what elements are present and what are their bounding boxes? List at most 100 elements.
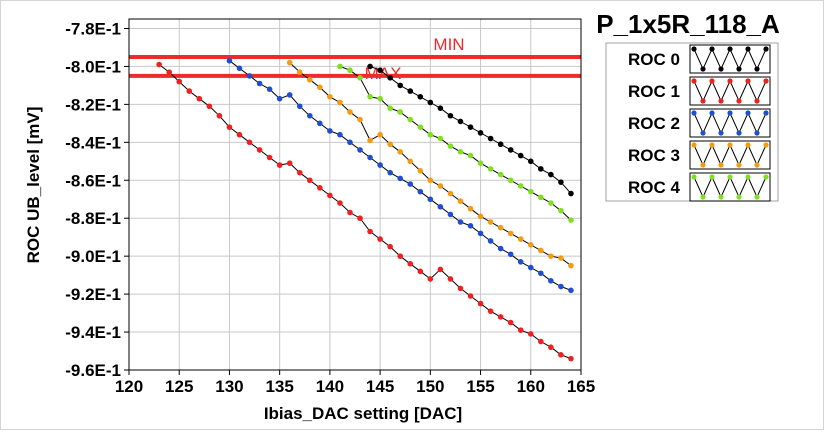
y-tick-label: -7.8E-1 <box>65 19 121 38</box>
data-point <box>226 57 233 64</box>
data-point <box>497 245 504 252</box>
legend-marker <box>763 110 769 116</box>
data-point <box>558 352 564 358</box>
data-point <box>487 219 494 225</box>
data-point <box>477 230 484 237</box>
legend-marker <box>700 66 706 72</box>
data-point <box>367 154 373 161</box>
data-point <box>286 59 293 66</box>
chart-title: P_1x5R_118_A <box>596 9 780 39</box>
legend-marker <box>691 46 697 52</box>
legend-marker <box>727 110 733 116</box>
legend-marker <box>754 194 760 200</box>
data-point <box>246 73 253 79</box>
data-point <box>337 99 343 106</box>
data-point <box>296 103 303 110</box>
data-point <box>568 355 574 362</box>
data-point <box>467 223 474 229</box>
legend-marker <box>763 142 769 148</box>
data-point <box>527 331 534 337</box>
data-point <box>397 149 404 155</box>
data-point <box>437 135 444 142</box>
legend-marker <box>754 66 760 72</box>
data-point <box>497 141 504 148</box>
data-point <box>527 264 534 271</box>
data-point <box>357 147 363 153</box>
y-tick-label: -9.2E-1 <box>65 285 121 304</box>
data-point <box>407 158 414 165</box>
data-point <box>477 160 484 166</box>
legend-marker <box>709 110 715 116</box>
legend-marker <box>718 162 724 168</box>
legend-marker <box>691 142 697 148</box>
data-point <box>507 230 514 237</box>
data-point <box>467 124 474 130</box>
plot-area <box>128 18 582 371</box>
data-point <box>317 120 323 127</box>
data-point <box>296 169 303 176</box>
data-point <box>417 124 424 130</box>
data-point <box>377 95 383 102</box>
x-tick-label: 125 <box>165 377 193 396</box>
data-point <box>337 131 343 138</box>
data-point <box>347 209 353 216</box>
data-point <box>548 200 554 206</box>
data-point <box>266 86 273 92</box>
data-point <box>317 84 323 91</box>
x-tick-label: 155 <box>466 377 494 396</box>
data-point <box>487 308 494 314</box>
legend-marker <box>727 78 733 84</box>
reference-line-label: MIN <box>433 35 464 54</box>
y-axis-ticks: -7.8E-1 -8.0E-1 -8.2E-1 -8.4E-1 -8.6E-1 -8.8E… <box>65 19 129 380</box>
data-point <box>558 283 564 290</box>
data-point <box>307 76 313 83</box>
data-point <box>548 253 554 259</box>
data-point <box>186 88 193 94</box>
data-point <box>417 188 424 195</box>
data-point <box>216 112 223 119</box>
y-tick-label: -8.2E-1 <box>65 95 121 114</box>
legend-marker <box>745 174 751 180</box>
data-point <box>447 143 454 149</box>
data-point <box>397 82 404 89</box>
data-point <box>558 255 564 261</box>
data-point <box>477 213 484 220</box>
data-point <box>447 190 454 197</box>
x-tick-label: 130 <box>215 377 243 396</box>
data-point <box>457 118 464 125</box>
data-point <box>427 177 434 184</box>
data-point <box>166 69 172 75</box>
data-point <box>337 63 343 70</box>
data-point <box>527 241 534 248</box>
data-point <box>517 183 524 189</box>
legend-marker <box>700 98 706 104</box>
data-point <box>467 152 474 159</box>
data-point <box>558 207 564 214</box>
x-axis-ticks: 120 125 130 135 140 145 150 155 160 165 <box>115 370 595 396</box>
data-point <box>276 95 283 102</box>
data-point <box>538 247 544 254</box>
data-point <box>457 198 464 204</box>
data-point <box>357 116 363 123</box>
y-tick-label: -9.6E-1 <box>65 361 121 380</box>
data-point <box>507 251 514 258</box>
data-point <box>196 95 203 102</box>
data-point <box>296 69 303 75</box>
data-point <box>256 147 263 153</box>
data-point <box>347 109 353 115</box>
legend-label: ROC 1 <box>628 82 680 101</box>
data-point <box>337 200 343 206</box>
x-tick-label: 145 <box>366 377 394 396</box>
legend-label: ROC 3 <box>628 146 680 165</box>
data-point <box>286 160 293 166</box>
data-point <box>437 266 444 273</box>
data-point <box>538 194 544 201</box>
y-tick-label: -8.6E-1 <box>65 171 121 190</box>
data-point <box>276 162 283 168</box>
data-point <box>427 276 434 282</box>
legend-marker <box>700 130 706 136</box>
data-point <box>548 171 554 178</box>
legend-marker <box>718 130 724 136</box>
